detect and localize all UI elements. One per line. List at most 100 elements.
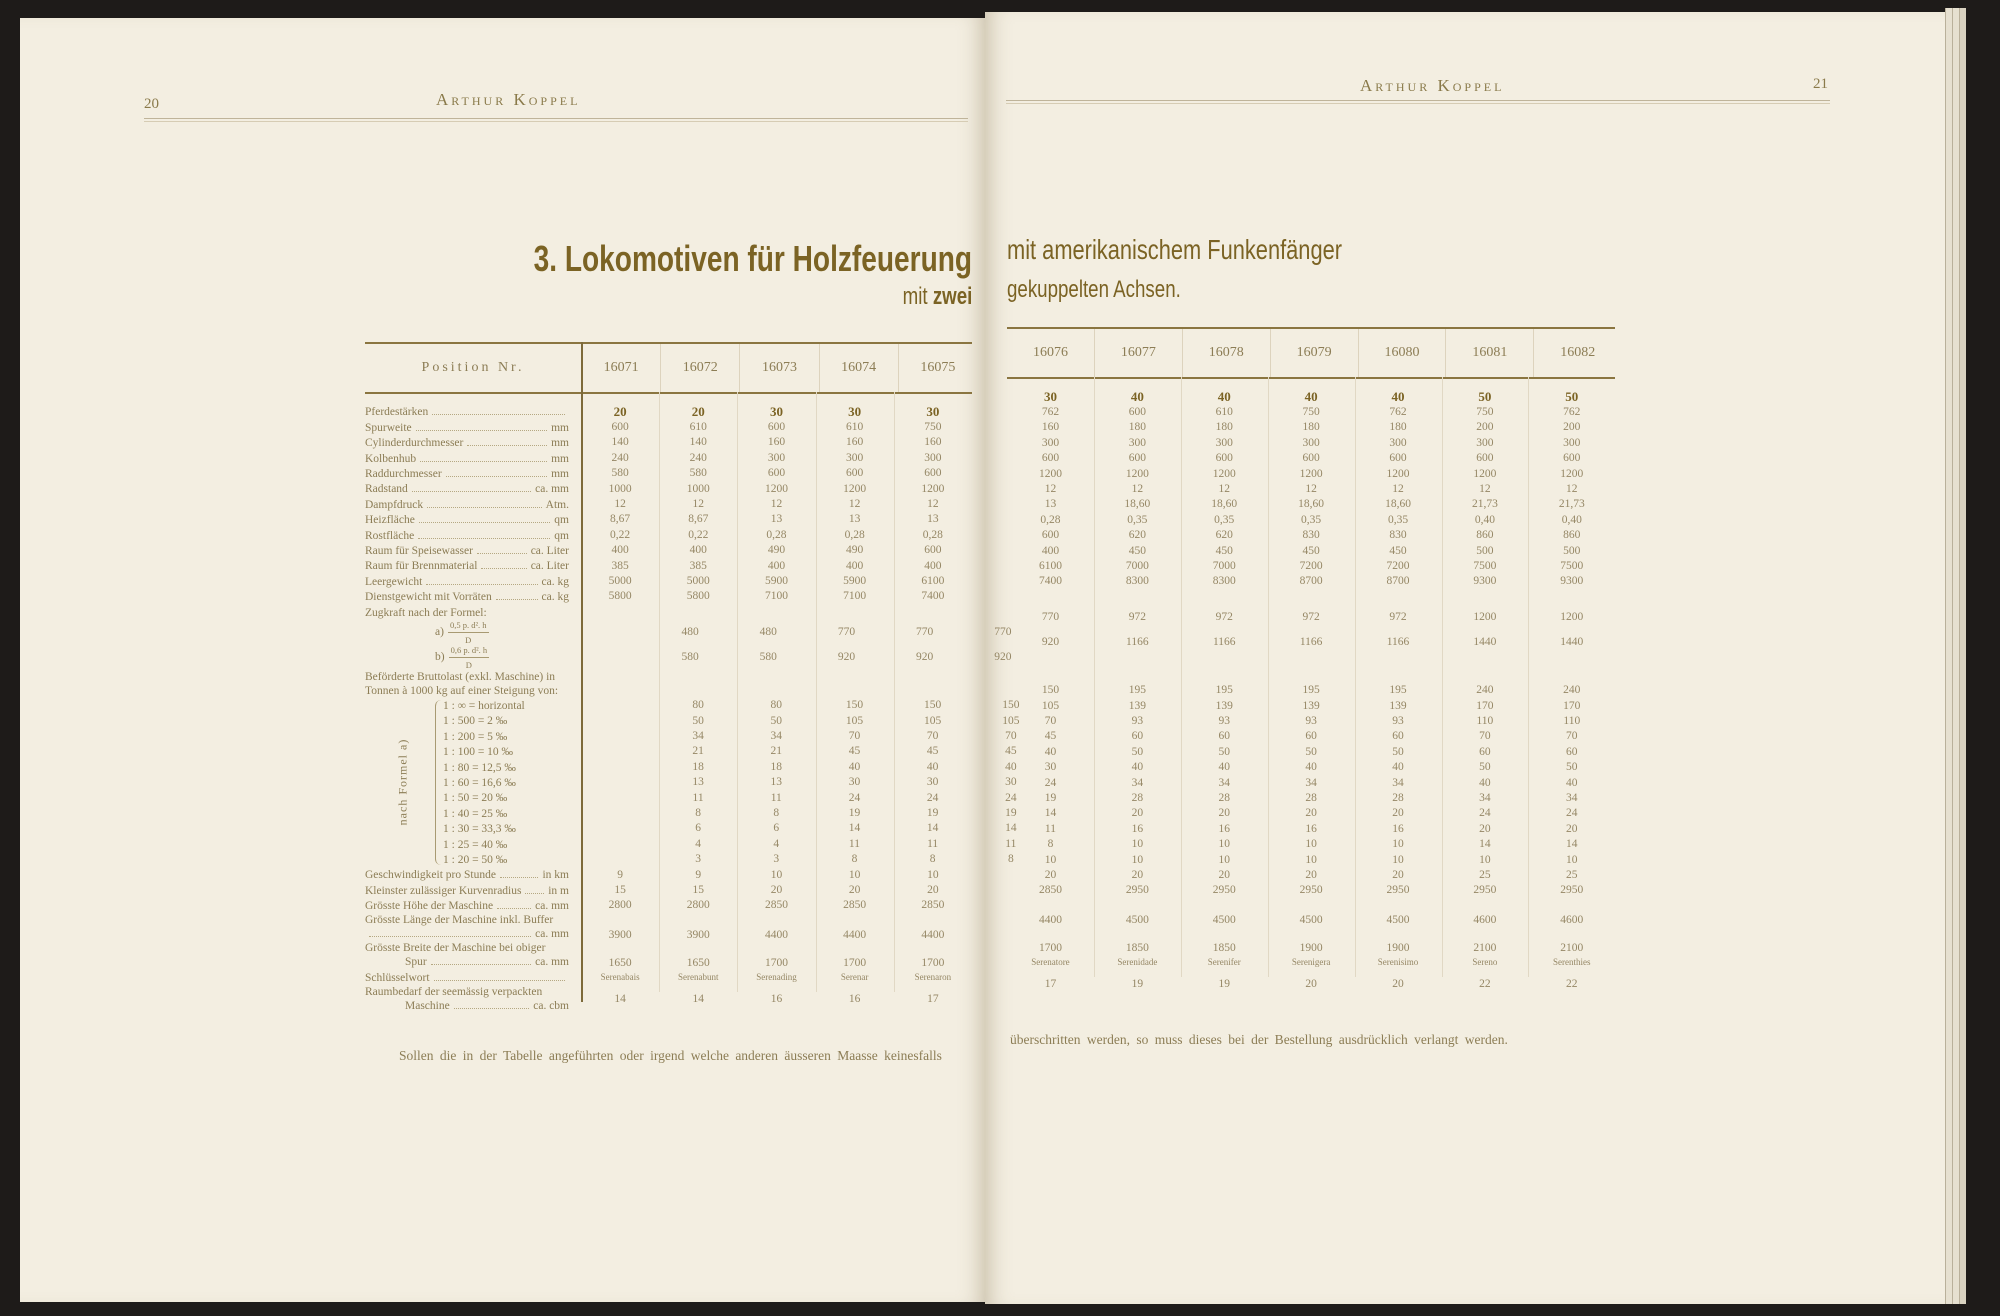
table-cell: 60	[1566, 745, 1578, 758]
table-cell: 610	[1215, 406, 1233, 419]
table-cell: 12	[770, 498, 783, 511]
table-cell: 19	[1005, 807, 1017, 820]
table-cell: 600	[846, 467, 864, 480]
table-cell: 7500	[1473, 560, 1497, 573]
table-cell: 8700	[1299, 575, 1323, 588]
column-header: 16075	[897, 344, 977, 392]
table-cell: 610	[846, 421, 864, 434]
leader-dots	[426, 583, 538, 585]
table-cell: 25	[1479, 869, 1491, 882]
row-label: 1 : 100 = 10 ‰	[365, 744, 647, 759]
table-cell: 762	[1389, 406, 1407, 419]
table-header-row: Position Nr. 16071 16072 16073 16074 16075	[365, 344, 977, 392]
column-header: 16078	[1181, 329, 1270, 377]
table-cell: 4500	[1125, 914, 1149, 927]
table-cell: 14	[848, 822, 861, 835]
table-cell: 40	[926, 760, 939, 773]
table-cell: 11	[1005, 837, 1017, 850]
table-cell: 5000	[686, 575, 710, 588]
column-divider	[1441, 377, 1443, 977]
table-cell: 150	[845, 699, 864, 712]
label-gap	[639, 620, 651, 645]
table-row: 0,28 0,35 0,35 0,35 0,35 0,40 0,40	[1007, 512, 1615, 527]
table-cell	[1355, 589, 1442, 604]
column-header: 16076	[1032, 345, 1068, 360]
table-cell: 400	[1041, 544, 1060, 557]
table-cell: 195	[1302, 684, 1320, 697]
table-cell: 4400	[764, 929, 788, 942]
table-cell: 4500	[1299, 914, 1323, 927]
table-row: 920 1166 1166 1166 1166 1440 1440	[1007, 630, 1615, 655]
table-cell: 10	[927, 868, 939, 881]
leader-dots	[415, 429, 548, 431]
table-cell: 22	[1479, 977, 1491, 990]
table-row: 1 : 50 = 20 ‰ 11 11 24 24 24	[365, 790, 1050, 805]
page-number-right: 21	[1813, 76, 1828, 92]
table-cell: 40	[1044, 745, 1057, 758]
column-divider	[1354, 377, 1356, 977]
table-cell: 762	[1041, 406, 1060, 419]
table-cell: 12	[614, 498, 626, 511]
row-label-text: Heizfläche	[365, 514, 415, 527]
table-cell	[737, 604, 815, 619]
table-top-rule	[365, 342, 972, 344]
table-cell: 1440	[1560, 636, 1584, 649]
table-cell: 110	[1476, 715, 1494, 728]
row-unit: ca. mm	[535, 900, 569, 913]
table-cell: 200	[1563, 421, 1581, 434]
table-cell: 50	[1305, 745, 1317, 758]
spec-table-right: 16076 16077 16078 16079 16080 16081 16082 30 40 4…	[1007, 327, 1615, 1007]
table-cell: 21	[770, 745, 783, 758]
row-label: Leergewicht ca. kg	[365, 573, 569, 588]
section-subtitle-left: mit zwei	[902, 283, 972, 311]
table-cell: 28	[1131, 792, 1144, 805]
table-cell: 1000	[686, 482, 710, 495]
label-gap	[647, 790, 659, 805]
table-cell: 0,28	[1040, 513, 1061, 526]
table-row: 1 : 200 = 5 ‰ 34 34 70 70 70	[365, 728, 1050, 743]
table-row: 1 : ∞ = horizontal 80 80 150 150 150	[365, 698, 1050, 713]
table-cell: 490	[846, 544, 864, 557]
table-cell: 750	[924, 421, 942, 434]
gradient-label: 1 : 80 = 12,5 ‰	[443, 761, 516, 774]
formula-denominator: D	[465, 634, 472, 645]
table-row: 12 12 12 12 12 12 12	[1007, 481, 1615, 496]
table-cell: 20	[1305, 869, 1317, 882]
table-cell: 450	[1389, 544, 1407, 557]
table-cell: 17	[927, 992, 939, 1005]
table-cell: 140	[689, 436, 707, 449]
table-cell: 2800	[686, 899, 710, 912]
row-label-text: Kleinster zulässiger Kurvenradius	[365, 884, 522, 897]
table-cell: 10	[1392, 853, 1404, 866]
table-cell: 580	[681, 651, 699, 664]
table-cell: 6	[695, 822, 701, 835]
table-cell: 20	[1044, 869, 1057, 882]
table-cell: 600	[924, 544, 942, 557]
table-cell: 10	[1131, 838, 1144, 851]
table-cell: 16	[1305, 822, 1317, 835]
label-gap	[569, 867, 581, 882]
table-cell: 110	[1563, 715, 1581, 728]
table-cell: 7000	[1125, 560, 1149, 573]
table-cell: 8700	[1386, 575, 1410, 588]
table-row: 8 10 10 10 10 14 14	[1007, 837, 1615, 852]
subtitle-bold: zwei	[932, 283, 972, 310]
table-row: 45 60 60 60 60 70 70	[1007, 729, 1615, 744]
column-divider	[1093, 377, 1095, 977]
table-cell: 70	[1005, 730, 1017, 743]
table-cell: 10	[1131, 853, 1144, 866]
table-cell: 30	[1043, 388, 1057, 404]
table-row: 24 34 34 34 34 40 40	[1007, 775, 1615, 790]
table-cell: 13	[927, 513, 939, 526]
table-cell: 12	[1566, 483, 1578, 496]
table-cell: 5000	[608, 575, 632, 588]
table-cell: 620	[1215, 529, 1233, 542]
row-label: Kleinster zulässiger Kurvenradius in m	[365, 882, 569, 897]
table-cell	[1094, 655, 1181, 683]
table-cell: 0,35	[1301, 513, 1322, 526]
table-cell: Serenar	[840, 971, 869, 982]
table-row: 10 10 10 10 10 10 10	[1007, 852, 1615, 867]
row-unit: mm	[551, 452, 569, 465]
label-gap	[569, 913, 581, 941]
